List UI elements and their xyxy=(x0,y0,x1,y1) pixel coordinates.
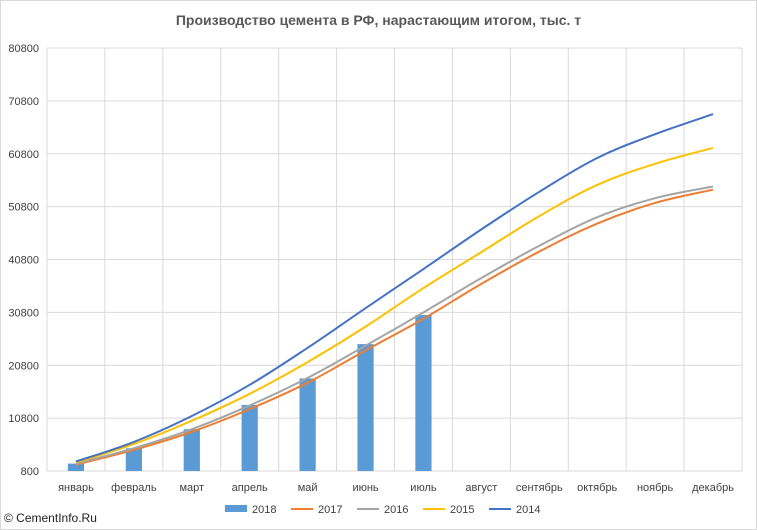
y-tick-label: 40800 xyxy=(8,255,39,267)
legend-label: 2016 xyxy=(384,504,408,516)
credit-text: © CementInfo.Ru xyxy=(4,511,97,525)
x-tick-label: май xyxy=(298,482,318,494)
x-tick-labels: январь февраль март апрель май июнь июль август… xyxy=(58,482,734,494)
legend-item-2014: 2014 xyxy=(489,504,540,516)
y-tick-label: 10800 xyxy=(8,413,39,425)
line-2015 xyxy=(75,146,714,464)
legend-label: 2015 xyxy=(450,504,474,516)
legend: 2018 2017 2016 2015 2014 xyxy=(225,504,540,516)
bar-2018 xyxy=(67,463,85,471)
line-2017 xyxy=(75,188,714,466)
line-series xyxy=(75,113,714,466)
y-tick-label: 50800 xyxy=(8,202,39,214)
legend-item-2016: 2016 xyxy=(357,504,408,516)
y-tick-label: 20800 xyxy=(8,360,39,372)
line-2016 xyxy=(75,185,714,465)
x-tick-label: март xyxy=(179,482,204,494)
chart-title: Производство цемента в РФ, нарастающим и… xyxy=(175,12,582,28)
y-tick-label: 30800 xyxy=(8,307,39,319)
bar-2018 xyxy=(415,315,432,471)
y-tick-label: 800 xyxy=(21,466,39,478)
x-tick-label: февраль xyxy=(111,482,157,494)
legend-item-2017: 2017 xyxy=(291,504,342,516)
y-tick-label: 80800 xyxy=(8,43,39,55)
x-tick-label: июнь xyxy=(352,482,378,494)
x-tick-label: июль xyxy=(410,482,437,494)
bar-2018 xyxy=(241,404,258,471)
legend-label: 2018 xyxy=(252,504,276,516)
y-tick-labels: 800 10800 20800 30800 40800 50800 60800 70800 80… xyxy=(8,43,39,478)
bar-2018 xyxy=(183,429,200,471)
legend-item-2018: 2018 xyxy=(225,504,276,516)
x-tick-label: октябрь xyxy=(577,482,617,494)
x-tick-label: апрель xyxy=(232,482,268,494)
grid-lines xyxy=(46,47,743,472)
x-tick-label: ноябрь xyxy=(637,482,674,494)
x-tick-label: декабрь xyxy=(692,482,734,494)
bar-2018 xyxy=(125,448,142,471)
line-2014 xyxy=(75,113,714,463)
bar-series xyxy=(67,315,432,471)
x-tick-label: август xyxy=(465,482,497,494)
legend-label: 2017 xyxy=(318,504,342,516)
x-tick-label: январь xyxy=(58,482,94,494)
y-tick-label: 70800 xyxy=(8,96,39,108)
legend-label: 2014 xyxy=(516,504,540,516)
y-tick-label: 60800 xyxy=(8,149,39,161)
bar-2018 xyxy=(357,344,374,471)
bar-2018 xyxy=(299,378,316,471)
x-tick-label: сентябрь xyxy=(516,482,563,494)
legend-item-2015: 2015 xyxy=(423,504,474,516)
legend-swatch xyxy=(225,505,247,512)
